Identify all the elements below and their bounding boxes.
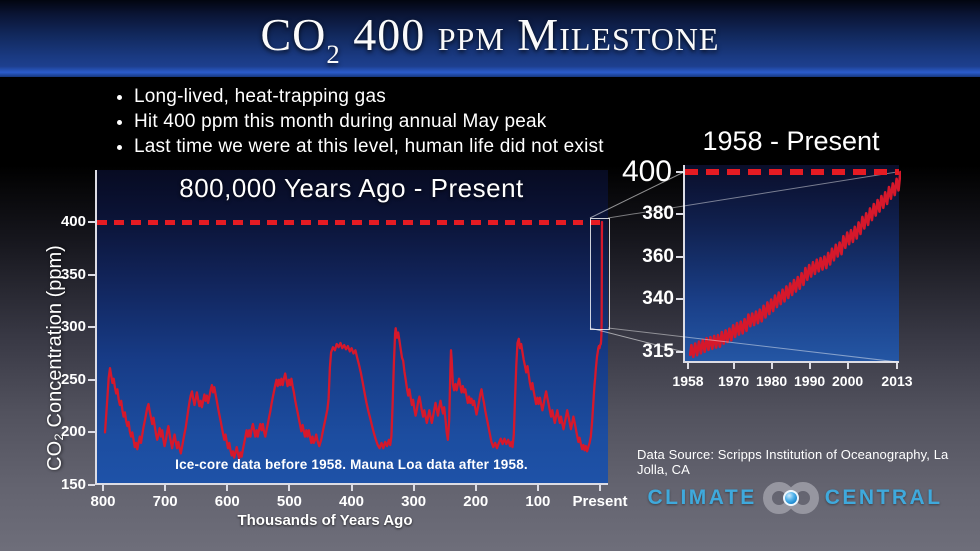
x-tick-main bbox=[536, 485, 539, 491]
bullet-item: Last time we were at this level, human l… bbox=[134, 134, 604, 159]
bullet-item: Hit 400 ppm this month during annual May… bbox=[134, 109, 604, 134]
x-tick-main bbox=[412, 485, 415, 491]
main-chart-x-axis-title: Thousands of Years Ago bbox=[237, 512, 413, 529]
logo-globe-icon bbox=[782, 490, 799, 506]
x-tick-label-main: 500 bbox=[276, 493, 302, 510]
x-tick-label-main: 600 bbox=[214, 493, 240, 510]
title-band: CO2 400 ppm Milestone bbox=[0, 0, 980, 77]
y-tick-label-main: 400 bbox=[60, 213, 86, 230]
y-tick-main bbox=[88, 378, 95, 381]
y-tick-label-main: 350 bbox=[60, 265, 86, 283]
x-tick-main bbox=[350, 485, 353, 491]
inset-chart-plot-area bbox=[683, 165, 901, 363]
keeling-curve-line bbox=[688, 170, 901, 359]
x-tick-inset bbox=[732, 363, 735, 369]
logo-text-central: CENTRAL bbox=[824, 486, 943, 509]
main-chart-series-svg bbox=[103, 220, 604, 460]
x-tick-inset bbox=[808, 363, 811, 369]
x-tick-label-main: 700 bbox=[152, 493, 178, 510]
page-title: CO2 400 ppm Milestone bbox=[0, 8, 980, 68]
y-tick-label-inset: 400 bbox=[621, 155, 672, 188]
y-tick-inset bbox=[676, 255, 683, 258]
x-tick-label-inset: 1990 bbox=[794, 373, 826, 389]
zoom-callout-box bbox=[590, 218, 610, 330]
inset-chart-title: 1958 - Present bbox=[702, 126, 880, 156]
main-chart-plot-area bbox=[95, 170, 608, 485]
x-tick-main bbox=[164, 485, 167, 491]
y-tick-label-main: 200 bbox=[60, 423, 86, 441]
y-tick-main bbox=[88, 326, 95, 329]
x-tick-main bbox=[288, 485, 291, 491]
bullet-item: Long-lived, heat-trapping gas bbox=[134, 84, 604, 109]
threshold-400-dashed-line-main bbox=[97, 220, 600, 225]
threshold-400-dashed-line-inset bbox=[685, 169, 899, 175]
x-tick-main bbox=[226, 485, 229, 491]
y-tick-label-inset: 380 bbox=[642, 203, 674, 225]
x-tick-label-inset: 2013 bbox=[881, 373, 913, 389]
x-tick-label-main: 300 bbox=[401, 493, 427, 510]
x-tick-label-inset: 1980 bbox=[756, 373, 788, 389]
y-tick-label-inset: 340 bbox=[642, 288, 674, 310]
x-tick-main bbox=[102, 485, 104, 491]
inset-chart-series-svg bbox=[688, 170, 901, 359]
x-tick-label-inset: 2000 bbox=[832, 373, 864, 389]
y-tick-label-inset: 360 bbox=[642, 245, 674, 267]
y-tick-main bbox=[88, 273, 95, 276]
key-points-list: Long-lived, heat-trapping gas Hit 400 pp… bbox=[118, 84, 604, 159]
y-tick-inset bbox=[676, 298, 683, 301]
main-chart-title: 800,000 Years Ago - Present bbox=[179, 173, 524, 203]
x-tick-label-main: 400 bbox=[338, 493, 365, 510]
title-subscript: 2 bbox=[326, 39, 341, 70]
x-tick-label-main: 800 bbox=[90, 493, 116, 510]
x-tick-label-main: Present bbox=[572, 493, 628, 510]
title-rest: 400 ppm Milestone bbox=[340, 9, 720, 60]
y-tick-label-main: 300 bbox=[60, 318, 86, 336]
y-tick-label-inset: 315 bbox=[642, 341, 674, 362]
climate-central-logo: CLIMATE CENTRAL bbox=[647, 477, 940, 519]
x-tick-inset bbox=[896, 363, 898, 369]
main-chart-y-axis-title: CO₂ Concentration (ppm) bbox=[44, 245, 66, 471]
title-co: CO bbox=[260, 9, 327, 60]
y-tick-label-main: 150 bbox=[60, 476, 86, 493]
y-tick-main bbox=[88, 431, 95, 434]
y-tick-main bbox=[88, 484, 95, 486]
x-tick-main bbox=[599, 485, 601, 491]
logo-text-climate: CLIMATE bbox=[647, 486, 757, 509]
x-tick-inset bbox=[770, 363, 773, 369]
x-tick-label-main: 200 bbox=[463, 493, 489, 510]
x-tick-label-inset: 1970 bbox=[718, 373, 750, 389]
y-tick-main bbox=[88, 221, 95, 223]
logo-rings-icon bbox=[762, 481, 819, 515]
x-tick-label-inset: 1958 bbox=[672, 373, 704, 389]
y-tick-inset bbox=[676, 213, 683, 216]
x-tick-inset bbox=[687, 363, 689, 369]
co2-ice-core-line bbox=[103, 220, 604, 460]
y-tick-inset bbox=[676, 171, 683, 173]
x-tick-label-main: 100 bbox=[525, 493, 551, 510]
x-tick-main bbox=[474, 485, 477, 491]
x-tick-inset bbox=[846, 363, 849, 369]
chart-annotation: Ice-core data before 1958. Mauna Loa dat… bbox=[175, 457, 528, 472]
y-tick-inset bbox=[676, 351, 683, 353]
y-tick-label-main: 250 bbox=[60, 370, 86, 388]
data-source-note: Data Source: Scripps Institution of Ocea… bbox=[637, 447, 949, 477]
